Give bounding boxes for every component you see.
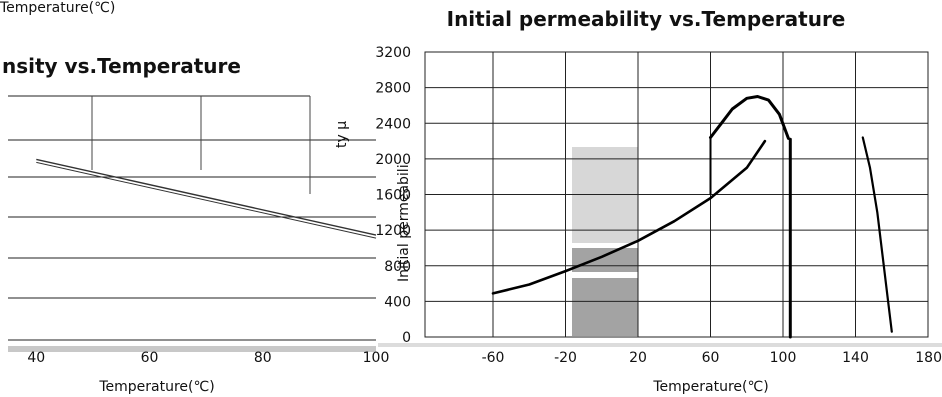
band-gap — [572, 243, 638, 248]
right-x-tick-label: 180 — [915, 350, 942, 366]
left-chart-title: nsity vs.Temperature — [2, 54, 241, 78]
left-series-line — [36, 158, 377, 236]
left-x-tick-label: 80 — [254, 350, 272, 366]
left-x-tick-label: 60 — [141, 350, 159, 366]
permeability-curve-segment — [709, 95, 790, 140]
right-y-tick-label: 400 — [384, 294, 411, 310]
top-cropped-xlabel: Temperature(℃) — [0, 0, 115, 16]
right-y-tick-label: 2400 — [375, 116, 411, 132]
right-chart-ylabel: Initial permeabili — [396, 164, 412, 282]
right-x-tick-label: 140 — [842, 350, 869, 366]
right-y-tick-label: 800 — [384, 259, 411, 275]
band-dark-gray — [572, 248, 638, 336]
permeability-curve-segment — [491, 139, 767, 295]
right-y-tick-label: 2800 — [375, 81, 411, 97]
band-gap-2 — [572, 272, 638, 278]
right-chart-grid — [378, 51, 942, 347]
right-y-tick-label: 0 — [402, 330, 411, 346]
right-chart-bands — [572, 147, 638, 336]
right-y-tick-label: 1600 — [375, 188, 411, 204]
right-y-tick-label: 3200 — [375, 45, 411, 61]
right-chart-ticks: 0 400 800 1200 1600 2000 2400 2800 3200 -60 -20 20 6… — [375, 45, 942, 366]
left-x-tick-label: 40 — [27, 350, 45, 366]
right-x-tick-label: 20 — [629, 350, 647, 366]
right-x-tick-label: -60 — [482, 350, 505, 366]
right-x-tick-label: 100 — [770, 350, 797, 366]
right-x-tick-label: -20 — [554, 350, 577, 366]
right-chart-xlabel: Temperature(℃) — [652, 379, 768, 395]
left-chart-xlabel: Temperature(℃) — [98, 379, 214, 395]
right-chart-series — [491, 95, 893, 339]
right-x-tick-label: 60 — [702, 350, 720, 366]
left-series-line-offset — [36, 161, 377, 239]
permeability-chart: Initial permeability vs.Temperature ty μ… — [334, 7, 942, 395]
ylabel-fragment: ty μ — [334, 121, 350, 148]
right-chart-title: Initial permeability vs.Temperature — [447, 7, 846, 31]
right-y-tick-label: 2000 — [375, 152, 411, 168]
density-chart: Temperature(℃) nsity vs.Temperature 40 60… — [0, 0, 389, 395]
left-chart-series — [36, 158, 377, 239]
left-chart-grid — [8, 95, 376, 352]
left-x-tick-label: 100 — [363, 350, 390, 366]
left-chart-x-ticks: 40 60 80 100 — [27, 350, 389, 366]
permeability-curve-segment — [861, 136, 893, 333]
right-y-tick-label: 1200 — [375, 223, 411, 239]
